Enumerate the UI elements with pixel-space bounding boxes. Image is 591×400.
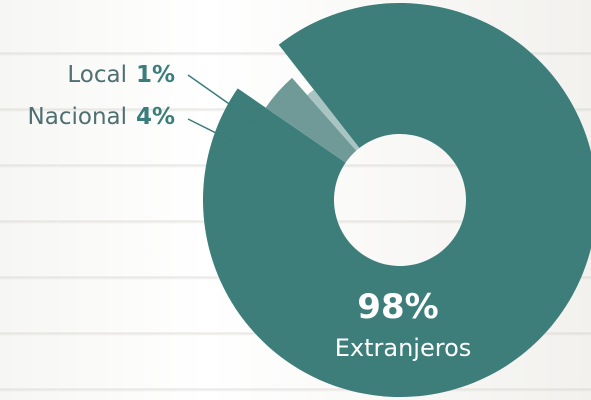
label-nacional-value: 4% bbox=[136, 104, 175, 130]
label-nacional-name: Nacional bbox=[28, 104, 127, 130]
label-local-name: Local bbox=[67, 62, 127, 88]
leader-line-nacional bbox=[187, 118, 241, 146]
label-extranjeros-name: Extranjeros bbox=[335, 334, 472, 362]
slice-extranjeros bbox=[203, 3, 591, 397]
slice-local bbox=[307, 89, 360, 151]
label-local-value: 1% bbox=[136, 62, 175, 88]
leader-line-local bbox=[187, 74, 263, 128]
label-extranjeros-value: 98% bbox=[357, 287, 438, 327]
slice-nacional bbox=[265, 77, 357, 163]
